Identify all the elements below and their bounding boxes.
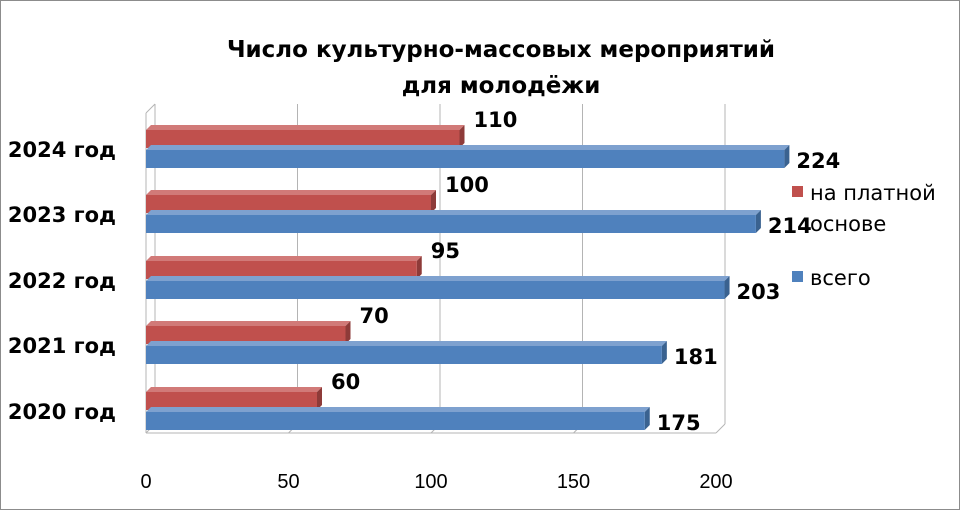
bar-paid <box>146 387 322 410</box>
bar-end-face <box>431 190 436 213</box>
bar-end-face <box>416 256 422 279</box>
legend-swatch-paid <box>792 186 803 197</box>
legend-label-paid-line-2: основе <box>810 212 886 236</box>
category-label: 2022 год <box>8 269 116 293</box>
bar-top-face <box>146 321 351 326</box>
bar-end-face <box>345 321 351 344</box>
bar-front-face <box>146 392 317 410</box>
data-label-paid: 70 <box>360 304 389 328</box>
bar-end-face <box>784 145 790 168</box>
x-tick-label-100: 100 <box>414 471 447 493</box>
bar-top-face <box>146 190 436 195</box>
data-label-total: 181 <box>674 345 718 369</box>
chart-title-line-1: Число культурно-массовых мероприятий <box>227 37 775 63</box>
bar-front-face <box>146 346 662 364</box>
data-label-total: 214 <box>768 214 812 238</box>
bar-total <box>146 145 790 168</box>
bar-paid <box>146 256 422 279</box>
category-label: 2021 год <box>8 334 116 358</box>
data-label-total: 224 <box>796 149 840 173</box>
bar-end-face <box>661 341 667 364</box>
legend: на платной основе всего <box>792 181 936 290</box>
bar-total <box>146 210 761 233</box>
x-tick-label-200: 200 <box>699 471 732 493</box>
data-label-paid: 100 <box>445 173 489 197</box>
x-tick-label-150: 150 <box>557 471 590 493</box>
bar-front-face <box>146 195 431 213</box>
bar-front-face <box>146 281 725 299</box>
bar-top-face <box>146 276 730 281</box>
bar-total <box>146 407 650 430</box>
bar-top-face <box>146 341 667 346</box>
bar-total <box>146 276 730 299</box>
bar-layer <box>146 125 790 430</box>
bar-paid <box>146 321 351 344</box>
bar-top-face <box>146 125 465 130</box>
bar-end-face <box>724 276 730 299</box>
bar-top-face <box>146 407 650 412</box>
bar-paid <box>146 190 436 213</box>
legend-swatch-total <box>792 271 803 282</box>
floor-line-200 <box>715 423 726 434</box>
bar-front-face <box>146 326 346 344</box>
legend-label-paid-line-1: на платной <box>810 181 936 205</box>
data-label-total: 175 <box>657 411 701 435</box>
bar-paid <box>146 125 465 148</box>
y-axis-top-edge <box>145 103 156 114</box>
bar-front-face <box>146 261 417 279</box>
bar-top-face <box>146 145 790 150</box>
label-layer: 2020 год 60 175 2021 год 70 181 2022 год 95 203 2… <box>8 108 840 435</box>
bar-front-face <box>146 150 785 168</box>
legend-label-total: всего <box>810 266 871 290</box>
bar-end-face <box>644 407 650 430</box>
bar-end-face <box>459 125 465 148</box>
bar-total <box>146 341 667 364</box>
x-tick-label-50: 50 <box>277 471 299 493</box>
bar-front-face <box>146 412 645 430</box>
bar-top-face <box>146 256 422 261</box>
chart-title-line-2: для молодёжи <box>402 73 601 99</box>
data-label-paid: 60 <box>331 370 360 394</box>
bar-top-face <box>146 387 322 392</box>
category-label: 2023 год <box>8 203 116 227</box>
bar-end-face <box>317 387 322 410</box>
category-label: 2024 год <box>8 138 116 162</box>
bar-top-face <box>146 210 761 215</box>
category-label: 2020 год <box>8 400 116 424</box>
data-label-paid: 110 <box>474 108 518 132</box>
data-label-paid: 95 <box>431 239 460 263</box>
x-tick-label-0: 0 <box>140 471 151 493</box>
bar-front-face <box>146 215 756 233</box>
data-label-total: 203 <box>737 280 781 304</box>
bar-front-face <box>146 130 460 148</box>
bar-end-face <box>755 210 761 233</box>
